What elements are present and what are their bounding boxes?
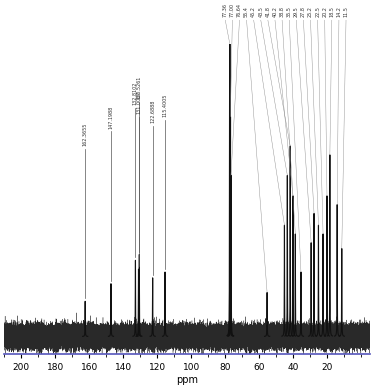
- Text: 14.2: 14.2: [337, 6, 341, 17]
- Text: 77.36: 77.36: [223, 3, 228, 17]
- Text: 130.5261: 130.5261: [137, 76, 142, 99]
- Text: 122.6888: 122.6888: [150, 99, 155, 123]
- Text: 22.5: 22.5: [315, 6, 320, 17]
- Text: 131.0067: 131.0067: [136, 91, 141, 114]
- Text: 41.8: 41.8: [266, 6, 270, 17]
- Text: 115.4005: 115.4005: [163, 93, 168, 117]
- X-axis label: ppm: ppm: [176, 375, 198, 385]
- Text: 11.5: 11.5: [344, 6, 349, 17]
- Text: 29.5: 29.5: [294, 7, 299, 17]
- Text: 77.00: 77.00: [230, 3, 235, 17]
- Text: 20.2: 20.2: [322, 6, 327, 17]
- Text: 25.2: 25.2: [308, 6, 313, 17]
- Text: 38.8: 38.8: [280, 6, 285, 17]
- Text: 27.8: 27.8: [301, 6, 306, 17]
- Text: 147.1988: 147.1988: [108, 105, 113, 128]
- Text: 40.2: 40.2: [273, 6, 278, 17]
- Text: 18.5: 18.5: [329, 6, 334, 17]
- Text: 55.4: 55.4: [244, 6, 249, 17]
- Text: 35.5: 35.5: [287, 6, 292, 17]
- Text: 45.2: 45.2: [251, 6, 256, 17]
- Text: 162.3655: 162.3655: [83, 123, 88, 146]
- Text: 132.8102: 132.8102: [133, 82, 138, 105]
- Text: 76.64: 76.64: [237, 3, 242, 17]
- Text: 43.5: 43.5: [258, 6, 263, 17]
